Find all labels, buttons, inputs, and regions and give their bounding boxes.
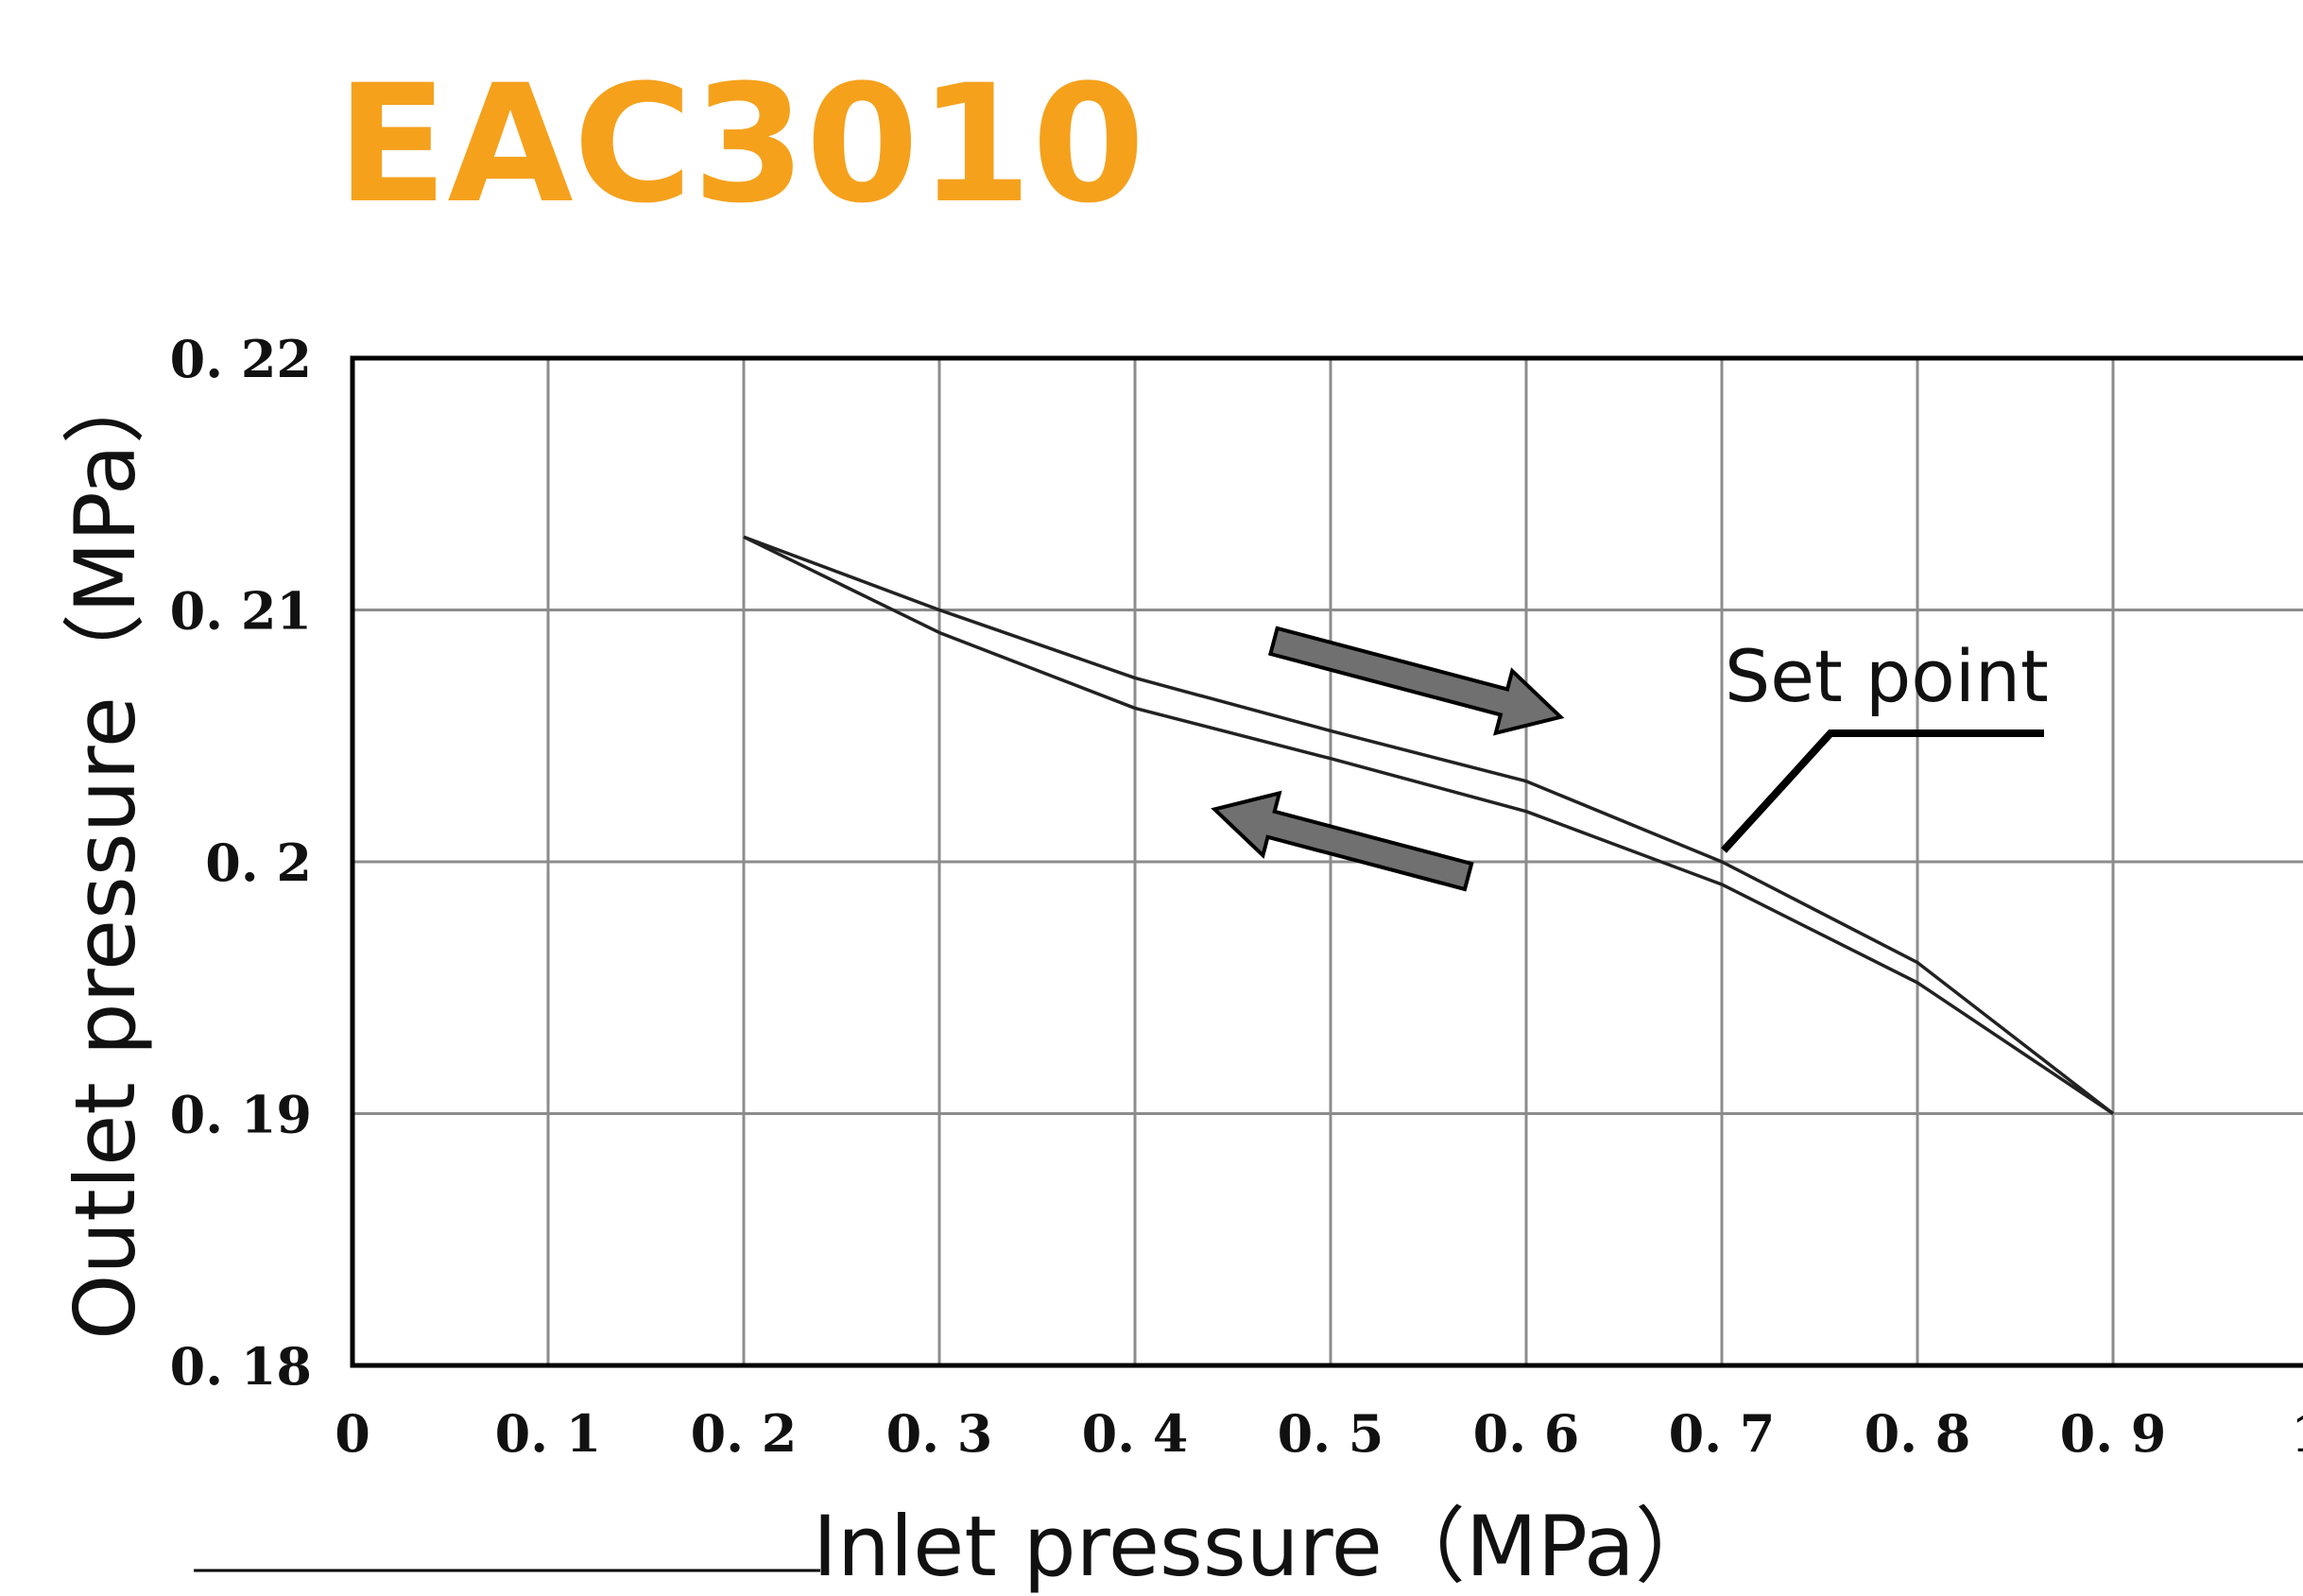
arrow-decreasing xyxy=(1211,790,1474,892)
y-tick-label: 0. 22 xyxy=(170,329,312,389)
x-tick-label: 0. 1 xyxy=(495,1403,602,1464)
x-tick-label: 0. 3 xyxy=(886,1403,993,1464)
x-tick-label: 1 xyxy=(2291,1403,2303,1464)
y-tick-label: 0. 21 xyxy=(170,581,312,642)
x-tick-label: 0. 7 xyxy=(1669,1403,1776,1464)
x-tick-label: 0 xyxy=(335,1403,370,1464)
series-line-1 xyxy=(743,535,2115,1115)
series-lines xyxy=(743,535,2115,1115)
x-tick-label: 0. 6 xyxy=(1473,1403,1580,1464)
x-tick-label: 0. 8 xyxy=(1865,1403,1971,1464)
series-line-2 xyxy=(743,535,2114,1115)
x-tick-label: 0. 9 xyxy=(2060,1403,2167,1464)
chart-title: EAC3010 xyxy=(336,49,1145,239)
x-axis-label: Inlet pressure（MPa） xyxy=(813,1498,1718,1595)
y-axis-label: Outlet pressure（MPa） xyxy=(57,361,154,1340)
annotations: Set point xyxy=(1721,634,2049,853)
grid xyxy=(352,358,2303,1365)
x-tick-label: 0. 2 xyxy=(691,1403,798,1464)
y-tick-label: 0. 19 xyxy=(170,1085,312,1145)
set-point-label: Set point xyxy=(1725,634,2049,718)
y-tick-label: 0. 18 xyxy=(170,1336,312,1397)
x-tick-label: 0. 4 xyxy=(1082,1403,1189,1464)
plot-frame xyxy=(350,355,2303,1368)
x-tick-label: 0. 5 xyxy=(1278,1403,1384,1464)
set-point-leader xyxy=(1721,729,2044,853)
arrow-increasing xyxy=(1267,626,1565,736)
tick-labels: 0 0. 1 0. 2 0. 3 0. 4 0. 5 0. 6 0. 7 0. 8 0. 9 1 0.… xyxy=(170,329,2303,1464)
y-tick-label: 0. 2 xyxy=(205,832,312,893)
direction-arrows xyxy=(1211,626,1565,892)
